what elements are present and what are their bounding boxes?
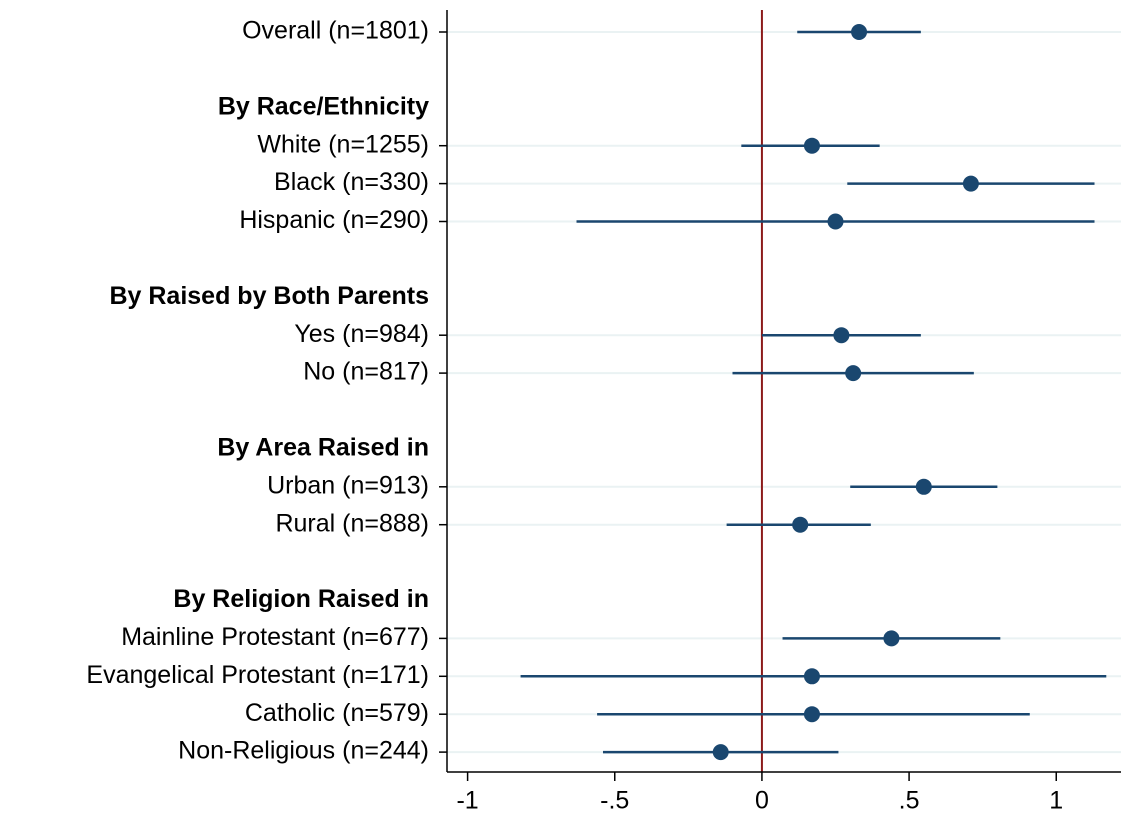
row-label: Mainline Protestant (n=677): [121, 623, 429, 651]
group-header: By Religion Raised in: [173, 585, 429, 613]
row-label: Black (n=330): [274, 168, 429, 196]
row-label: White (n=1255): [257, 130, 429, 158]
point-estimate: [915, 478, 932, 495]
row-label: Overall (n=1801): [242, 17, 429, 45]
x-tick-label: -.5: [600, 787, 629, 815]
point-estimate: [803, 137, 820, 154]
group-header: By Race/Ethnicity: [218, 92, 429, 120]
x-tick-label: 1: [1049, 787, 1063, 815]
group-header: By Area Raised in: [217, 434, 429, 462]
x-tick-label: -1: [456, 787, 478, 815]
point-estimate: [962, 175, 979, 192]
row-label: Rural (n=888): [275, 509, 429, 537]
row-label: Yes (n=984): [294, 320, 429, 348]
point-estimate: [833, 327, 850, 344]
point-estimate: [803, 668, 820, 685]
point-estimate: [883, 630, 900, 647]
point-estimate: [792, 516, 809, 533]
point-estimate: [803, 706, 820, 723]
row-label: No (n=817): [303, 358, 429, 386]
x-tick-label: .5: [899, 787, 920, 815]
x-tick-label: 0: [755, 787, 769, 815]
row-label: Evangelical Protestant (n=171): [86, 661, 429, 689]
row-label: Hispanic (n=290): [239, 206, 429, 234]
row-label: Urban (n=913): [267, 471, 429, 499]
point-estimate: [827, 213, 844, 230]
point-estimate: [851, 24, 868, 40]
point-estimate: [845, 365, 862, 382]
row-label: Non-Religious (n=244): [178, 737, 429, 765]
row-label: Catholic (n=579): [245, 699, 429, 727]
point-estimate: [712, 744, 729, 761]
group-header: By Raised by Both Parents: [109, 282, 429, 310]
